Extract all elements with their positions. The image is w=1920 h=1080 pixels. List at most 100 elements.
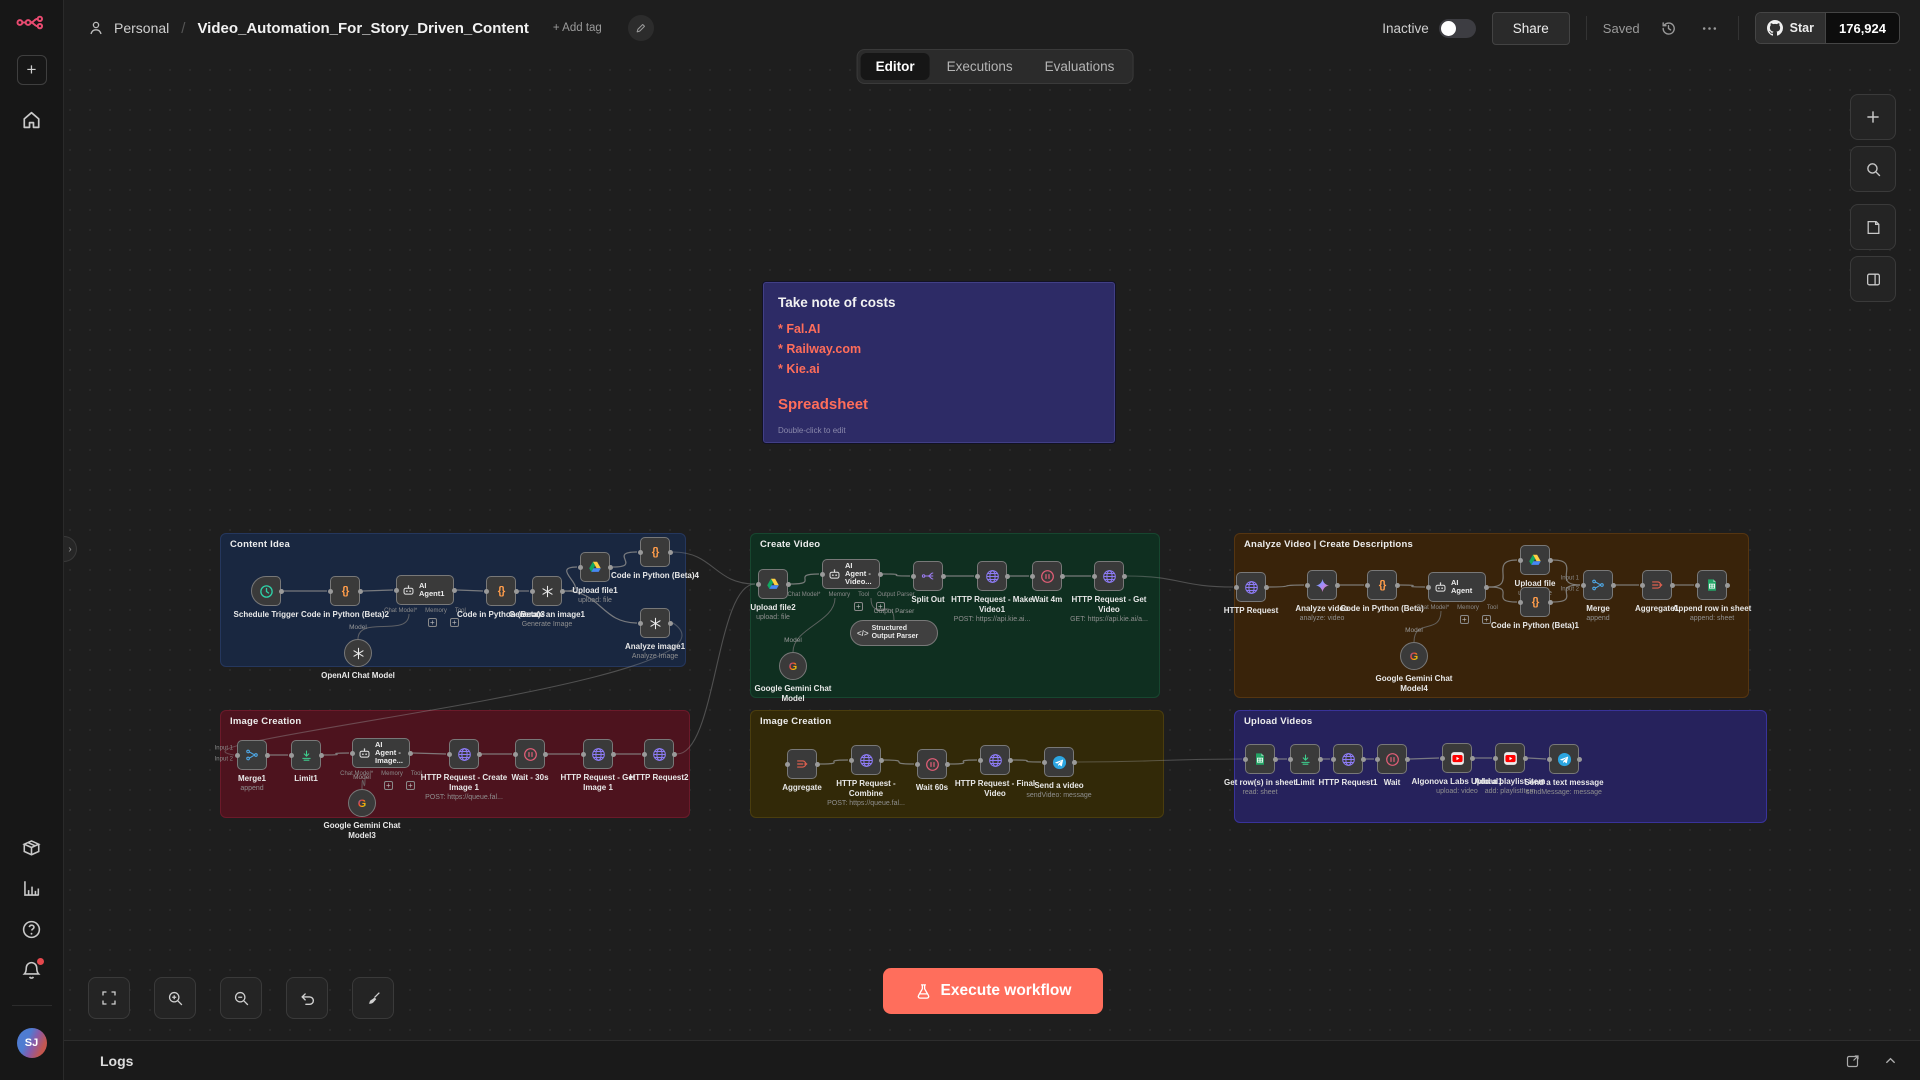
node-so1[interactable]: Split Out [910,561,946,604]
undo-button[interactable] [286,977,328,1019]
node-uf0[interactable]: Upload fileupload: file [1515,545,1555,597]
tidy-up-icon[interactable] [352,977,394,1019]
n8n-logo-icon[interactable] [16,13,48,37]
node-ag4[interactable]: AI Agent Chat Model* Memory Tool + + [1416,572,1498,624]
workflow-title[interactable]: Video_Automation_For_Story_Driven_Conten… [197,19,529,37]
edit-icon[interactable] [627,15,654,41]
node-cp0[interactable]: {} Code in Python (Beta) [1340,570,1424,613]
node-gm3[interactable]: G Model Google Gemini Chat Model3 [324,774,401,840]
node-wt4[interactable]: Wait 4m [1029,561,1065,604]
node-gm1[interactable]: G Model Google Gemini Chat Model [755,637,832,703]
node-uf2[interactable]: Upload file2 upload: file [750,569,796,621]
fit-view-button[interactable] [88,977,130,1019]
node-ag3[interactable]: AI Agent - Video... Chat Model* Memory Tool… [787,559,915,611]
node-wt0[interactable]: Wait [1374,744,1410,787]
sticky-note-spreadsheet-link[interactable]: Spreadsheet [778,396,869,413]
node-mg0[interactable]: Merge append Input 1 Input 2 [1561,570,1616,622]
node-alu[interactable]: Algonova Labs Upload1 upload: video [1411,743,1503,795]
breadcrumb-project[interactable]: Personal [114,20,170,36]
execute-workflow-button[interactable]: Execute workflow [883,968,1103,1014]
node-sp1[interactable]: </> Structured Output Parser Output Parser [850,608,938,646]
tab-evaluations[interactable]: Evaluations [1044,59,1115,74]
sticky-note-link[interactable]: * Kie.ai [778,362,820,376]
node-hc1[interactable]: HTTP Request - Create Image 1 POST: https… [421,739,507,801]
node-om1[interactable]: Model OpenAI Chat Model [321,624,395,680]
new-workflow-button[interactable]: + [16,55,47,85]
node-cp1[interactable]: {} Code in Python (Beta)1 [1491,587,1579,630]
github-star-badge[interactable]: Star 176,924 [1754,12,1900,44]
node-hg1[interactable]: HTTP Request - Get Image 1 [561,739,635,792]
node-w60[interactable]: Wait 60s [914,749,950,792]
node-ag1b[interactable]: Aggregate1 [1635,570,1679,613]
tab-executions[interactable]: Executions [946,59,1013,74]
node-ag1[interactable]: AI Agent1 Chat Model* Memory Tool + + [384,575,466,627]
add-connection-icon[interactable]: + [1481,615,1491,624]
node-agg[interactable]: Aggregate [782,749,822,792]
sticky-note-link[interactable]: * Fal.AI [778,322,821,336]
node-hr0[interactable]: HTTP Request [1224,572,1278,615]
node-stm[interactable]: Send a text message sendMessage: message [1524,744,1604,796]
sticky-note-link[interactable]: * Railway.com [778,342,862,356]
node-lm1[interactable]: Limit1 [288,740,324,783]
sticky-note[interactable]: Take note of costs * Fal.AI * Railway.co… [763,282,1115,443]
model-port-label: Model [349,624,367,631]
node-hfv[interactable]: HTTP Request - Final Video [955,745,1035,798]
active-toggle[interactable] [1438,18,1476,38]
node-hr2[interactable]: HTTP Request2 [630,739,688,782]
node-cp4[interactable]: {} Code in Python (Beta)4 [611,537,699,580]
add-node-button[interactable] [1850,94,1896,140]
node-uf1[interactable]: Upload file1 upload: file [572,552,618,604]
node-sv1[interactable]: Send a video sendVideo: message [1026,747,1092,799]
add-connection-icon[interactable]: + [383,781,393,790]
node-cp3[interactable]: {} Code in Python (Beta)3 [457,576,545,619]
logs-panel[interactable]: Logs [64,1040,1920,1080]
node-ag2[interactable]: AI Agent - Image... Chat Model* Memory Tool… [340,738,422,790]
node-ai1[interactable]: Analyze image1 Analyze Image [625,608,685,660]
node-hr1[interactable]: HTTP Request1 [1319,744,1377,787]
node-apl[interactable]: Add a playlist item add: playlistItem [1475,743,1545,795]
node-wt1[interactable]: Wait - 30s [511,739,549,782]
node-ars[interactable]: Append row in sheet append: sheet [1673,570,1751,622]
node-gv1[interactable]: HTTP Request - Get Video GET: https://api… [1070,561,1148,623]
user-avatar[interactable]: SJ [16,1028,47,1058]
node-grs[interactable]: Get row(s) in sheet read: sheet [1224,744,1296,796]
node-av1[interactable]: Analyze video analyze: video [1295,570,1349,622]
add-connection-icon[interactable]: + [427,618,437,627]
robot-icon [402,584,415,597]
group-analyze-video[interactable]: Analyze Video | Create Descriptions [1234,533,1749,698]
help-icon[interactable] [21,919,42,940]
expand-logs-icon[interactable] [1879,1049,1902,1072]
node-label: Structured Output Parser [871,624,919,640]
code-icon: {} [341,585,350,597]
zoom-in-icon[interactable] [154,977,196,1019]
add-connection-icon[interactable]: + [405,781,415,790]
node-mg1[interactable]: Merge1 append Input 1 Input 2 [215,740,270,792]
more-options-icon[interactable] [1697,16,1722,41]
add-sticky-note-button[interactable] [1850,204,1896,250]
history-icon[interactable] [1656,16,1681,41]
open-logs-window-icon[interactable] [1841,1049,1865,1073]
node-lm0[interactable]: Limit [1287,744,1323,787]
notifications-icon[interactable] [21,958,44,981]
insights-icon[interactable] [21,878,42,899]
add-connection-icon[interactable]: + [853,602,863,611]
group-create-video[interactable]: Create Video [750,533,1160,698]
templates-icon[interactable] [21,837,42,858]
tab-editor[interactable]: Editor [860,53,930,80]
add-connection-icon[interactable]: + [449,618,459,627]
node-gm4[interactable]: G Model Google Gemini Chat Model4 [1376,627,1453,693]
node-label: AI Agent1 [419,580,445,598]
add-connection-icon[interactable]: + [1459,615,1469,624]
zoom-out-icon[interactable] [220,977,262,1019]
search-icon[interactable] [1850,146,1896,192]
add-tag-button[interactable]: + Add tag [552,22,602,34]
node-cp2[interactable]: {} Code in Python (Beta)2 [301,576,389,619]
node-hcb[interactable]: HTTP Request - Combine POST: https://queu… [827,745,905,807]
share-button[interactable]: Share [1491,11,1570,45]
node-gi1[interactable]: Generate an image1 Generate Image [509,576,585,628]
toggle-panel-button[interactable] [1850,256,1896,302]
home-icon[interactable] [21,109,42,130]
node-mv1[interactable]: HTTP Request - Make Video1 POST: https://… [951,561,1033,623]
node-st1[interactable]: Schedule Trigger [234,576,298,619]
